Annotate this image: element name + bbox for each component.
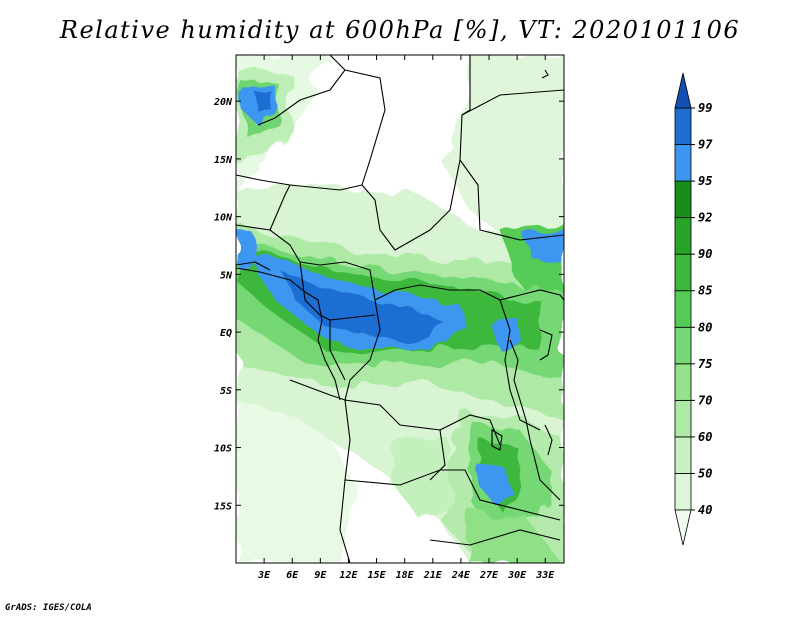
colorbar-segment [674, 363, 692, 401]
colorbar-segment [674, 144, 692, 182]
x-tick-label: 33E [535, 570, 555, 581]
x-tick-label: 30E [507, 570, 527, 581]
y-tick-label: 20N [213, 97, 233, 108]
x-tick-label: 12E [339, 570, 358, 581]
y-tick-label: 5S [220, 386, 232, 397]
field-blue-south [478, 465, 512, 500]
y-tick-label: 5N [220, 270, 233, 281]
x-tick-label: 9E [314, 570, 327, 581]
colorbar-segment [674, 473, 692, 511]
field-light-south [236, 400, 360, 563]
colorbar-label: 99 [698, 101, 712, 115]
colorbar-label: 50 [698, 466, 712, 480]
colorbar-label: 85 [698, 284, 712, 298]
colorbar-segment [674, 326, 692, 365]
field-blue-southeast [490, 320, 525, 350]
colorbar-segment [674, 290, 692, 328]
x-tick-label: 6E [286, 570, 299, 581]
colorbar-segment [674, 180, 692, 219]
colorbar-label: 60 [698, 430, 712, 444]
chart-title: Relative humidity at 600hPa [%], VT: 202… [59, 16, 741, 44]
colorbar-label: 75 [698, 357, 712, 371]
colorbar-segment [674, 436, 692, 474]
y-tick-label: 10S [214, 444, 232, 455]
credit-label: GrADS: IGES/COLA [5, 603, 92, 613]
colorbar-label: 80 [698, 320, 712, 334]
x-tick-label: 18E [396, 570, 415, 581]
colorbar-label: 70 [698, 393, 712, 407]
field-light-northeast [440, 55, 564, 250]
x-tick-label: 3E [257, 570, 271, 581]
field-blue-core [285, 275, 440, 342]
x-tick-label: 15E [368, 570, 387, 581]
colorbar-under-triangle [674, 509, 692, 546]
colorbar-label: 92 [698, 211, 712, 225]
x-tick-label: 21E [423, 570, 443, 581]
field-green-southwest [470, 510, 560, 563]
x-axis: 3E 6E 9E 12E 15E 18E 21E 24E 27E 30E 33E [257, 55, 555, 581]
field-blue-northwest-core [255, 92, 272, 112]
y-tick-label: 15N [214, 155, 233, 166]
colorbar: 40 50 60 70 75 80 85 90 92 95 97 99 [674, 72, 713, 546]
y-axis: 20N 15N 10N 5N EQ 5S 10S 15S [213, 97, 564, 512]
colorbar-segment [674, 217, 692, 255]
y-tick-label: 10N [214, 213, 233, 224]
y-tick-label: 15S [214, 501, 232, 512]
colorbar-label: 90 [698, 247, 712, 261]
x-tick-label: 24E [451, 570, 471, 581]
colorbar-segment [674, 107, 692, 145]
colorbar-segment [674, 253, 692, 292]
humidity-field [236, 55, 564, 563]
colorbar-segment [674, 399, 692, 438]
field-blue-west [236, 230, 255, 270]
field-mid-south2 [390, 430, 450, 520]
colorbar-label: 97 [698, 138, 713, 152]
map-border [235, 54, 565, 564]
colorbar-label: 40 [698, 503, 712, 517]
colorbar-label: 95 [698, 174, 712, 188]
x-tick-label: 27E [479, 570, 499, 581]
country-borders [236, 55, 564, 563]
coastlines [236, 69, 553, 456]
colorbar-over-triangle [674, 72, 692, 109]
y-tick-label: EQ [220, 328, 232, 339]
